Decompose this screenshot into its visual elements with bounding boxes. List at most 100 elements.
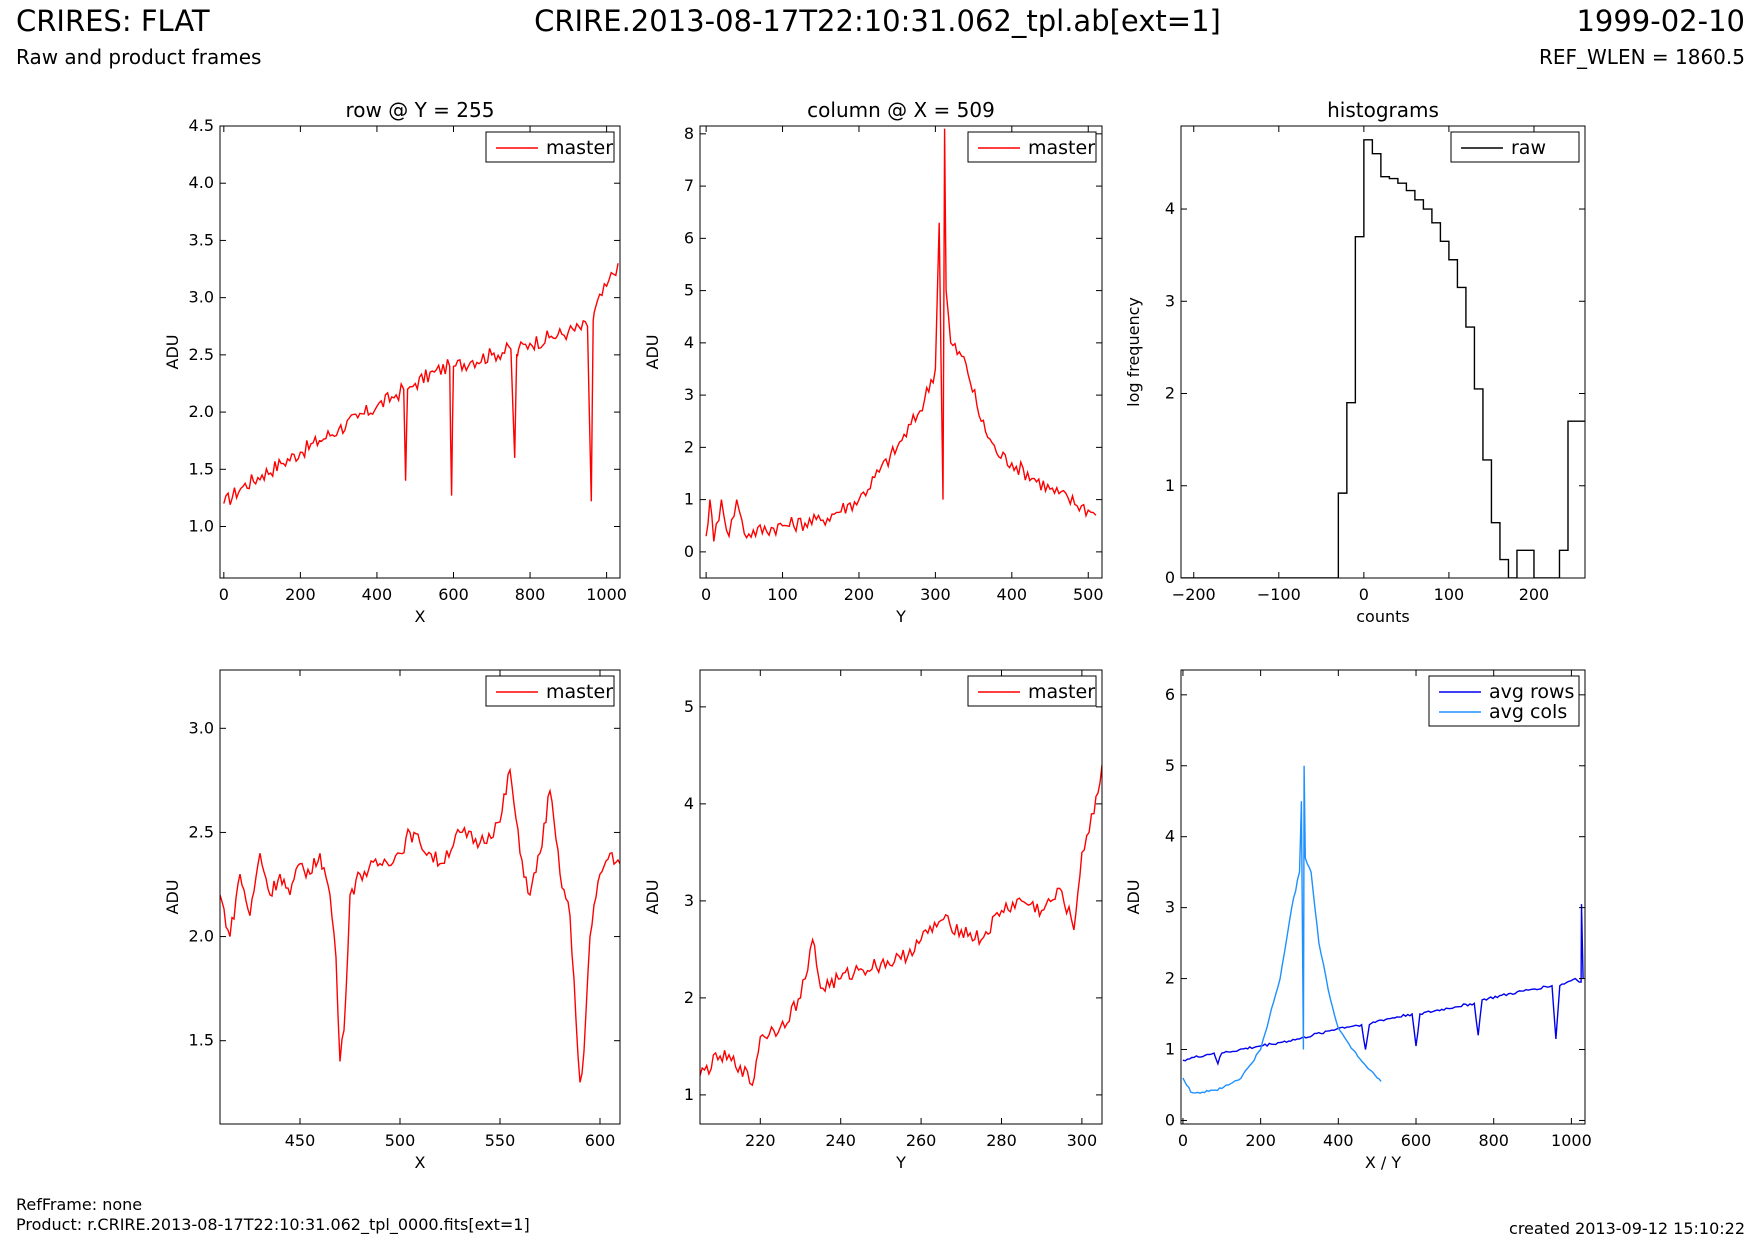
y-tick-label: 8 — [684, 124, 694, 143]
x-tick-label: 260 — [906, 1131, 937, 1150]
legend-label: master — [1028, 681, 1095, 703]
legend-box — [967, 131, 1097, 163]
chart-title: histograms — [1327, 98, 1439, 122]
legend-label: avg cols — [1489, 701, 1567, 723]
x-tick-label: 0 — [1178, 1131, 1188, 1150]
y-tick-label: 6 — [684, 228, 694, 247]
x-tick-label: 400 — [997, 585, 1028, 604]
x-tick-label: 1000 — [586, 585, 627, 604]
series-line-1 — [1181, 139, 1585, 578]
plot-frame — [699, 669, 1103, 1125]
plot-frame — [1180, 125, 1586, 579]
footer-created: created 2013-09-12 15:10:22 — [1509, 1219, 1745, 1238]
x-tick-label: 800 — [515, 585, 546, 604]
x-tick-label: 1000 — [1551, 1131, 1592, 1150]
y-axis-label: ADU — [163, 880, 182, 915]
y-tick-label: 2 — [1165, 969, 1175, 988]
y-tick-label: 3 — [1165, 291, 1175, 310]
legend-box — [1428, 675, 1580, 727]
chart-2: 0 100 200 300 400 500 0 1 2 3 4 5 6 7 8 column @ X = 50… — [643, 98, 1104, 626]
y-tick-label: 0 — [1165, 1110, 1175, 1129]
x-axis-label: counts — [1356, 607, 1409, 626]
footer-product: Product: r.CRIRE.2013-08-17T22:10:31.062… — [16, 1215, 530, 1234]
y-tick-label: 0 — [684, 542, 694, 561]
x-axis-label: X — [415, 607, 426, 626]
x-axis-label: Y — [895, 607, 906, 626]
y-tick-label: 1 — [684, 1085, 694, 1104]
plot-frame — [219, 125, 621, 579]
y-tick-label: 2 — [684, 437, 694, 456]
legend: master — [485, 131, 615, 163]
x-tick-label: 240 — [825, 1131, 856, 1150]
y-tick-label: 3.5 — [189, 230, 214, 249]
legend-label: raw — [1511, 137, 1546, 159]
chart-1: 0 200 400 600 800 1000 1.0 1.5 2.0 2.5 3.0 3.5 4.0 4.… — [163, 98, 627, 626]
x-tick-label: 600 — [438, 585, 469, 604]
x-tick-label: 300 — [1067, 1131, 1098, 1150]
y-axis-label: ADU — [643, 880, 662, 915]
y-tick-label: 3 — [684, 385, 694, 404]
y-tick-label: 7 — [684, 176, 694, 195]
legend: master — [485, 675, 615, 707]
x-tick-label: 0 — [701, 585, 711, 604]
y-axis-label: ADU — [643, 335, 662, 370]
chart-6: 0 200 400 600 800 1000 0 1 2 3 4 5 6 X / Y ADU avg rows… — [1124, 669, 1592, 1172]
x-tick-label: 200 — [285, 585, 316, 604]
x-tick-label: 0 — [1359, 585, 1369, 604]
y-tick-label: 4 — [1165, 199, 1175, 218]
x-tick-label: 500 — [385, 1131, 416, 1150]
x-tick-label: 200 — [1519, 585, 1550, 604]
y-tick-label: 4 — [684, 794, 694, 813]
x-tick-label: 100 — [767, 585, 798, 604]
figure-subtitle-right: REF_WLEN = 1860.5 — [1538, 45, 1745, 69]
x-tick-label: 220 — [745, 1131, 776, 1150]
y-tick-label: 3.0 — [189, 718, 214, 737]
legend-box — [967, 675, 1097, 707]
y-tick-label: 2.0 — [189, 402, 214, 421]
y-tick-label: 4 — [684, 333, 694, 352]
y-tick-label: 3 — [684, 891, 694, 910]
y-tick-label: 4.5 — [189, 116, 214, 135]
y-tick-label: 2 — [1165, 384, 1175, 403]
legend-box — [485, 131, 615, 163]
x-tick-label: 550 — [485, 1131, 516, 1150]
y-tick-label: 1 — [684, 490, 694, 509]
y-tick-label: 1.5 — [189, 459, 214, 478]
series-line-1 — [705, 128, 1097, 542]
x-tick-label: 200 — [844, 585, 875, 604]
plot-frame — [1180, 669, 1586, 1125]
x-tick-label: 800 — [1478, 1131, 1509, 1150]
y-tick-label: 3.0 — [189, 288, 214, 307]
y-tick-label: 4 — [1165, 827, 1175, 846]
x-tick-label: 500 — [1073, 585, 1104, 604]
chart-3: −200 −100 0 100 200 0 1 2 3 4 histograms counts log … — [1124, 98, 1586, 626]
series-line-1 — [700, 765, 1102, 1087]
y-tick-label: 0 — [1165, 568, 1175, 587]
x-axis-label: Y — [895, 1153, 906, 1172]
y-tick-label: 6 — [1165, 685, 1175, 704]
y-axis-label: ADU — [163, 335, 182, 370]
y-axis-label: ADU — [1124, 880, 1143, 915]
y-tick-label: 1.5 — [189, 1031, 214, 1050]
plot-frame — [219, 669, 621, 1125]
y-tick-label: 2 — [684, 988, 694, 1007]
series-line-2 — [1182, 765, 1382, 1094]
y-axis-label: log frequency — [1124, 297, 1143, 407]
y-tick-label: 4.0 — [189, 173, 214, 192]
legend-box — [1450, 131, 1580, 163]
figure-title-left: CRIRES: FLAT — [16, 4, 210, 38]
x-tick-label: −200 — [1172, 585, 1216, 604]
legend: master — [967, 131, 1097, 163]
x-tick-label: 600 — [585, 1131, 616, 1150]
x-axis-label: X / Y — [1365, 1153, 1402, 1172]
y-tick-label: 2.5 — [189, 822, 214, 841]
figure-title-right: 1999-02-10 — [1576, 4, 1745, 38]
chart-title: column @ X = 509 — [807, 98, 995, 122]
x-tick-label: 300 — [920, 585, 951, 604]
x-tick-label: 200 — [1245, 1131, 1276, 1150]
figure-title-center: CRIRE.2013-08-17T22:10:31.062_tpl.ab[ext… — [534, 4, 1221, 38]
figure-subtitle-left: Raw and product frames — [16, 45, 262, 69]
x-tick-label: 100 — [1434, 585, 1465, 604]
